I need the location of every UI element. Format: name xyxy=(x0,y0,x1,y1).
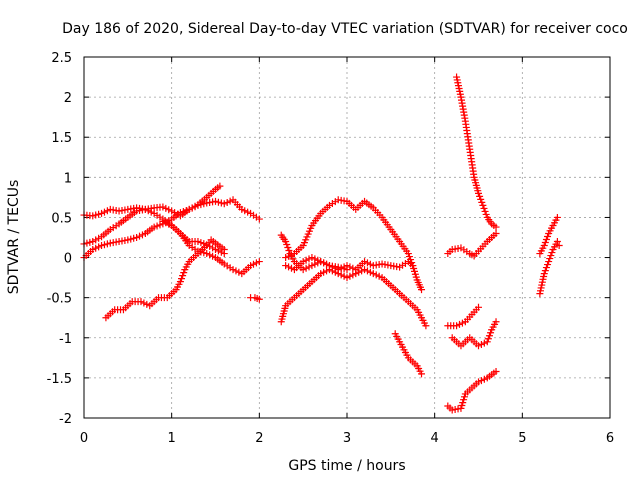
data-point xyxy=(284,244,292,252)
data-point xyxy=(282,238,290,246)
series-arc-16 xyxy=(444,367,500,414)
data-point xyxy=(176,278,184,286)
data-point xyxy=(545,258,553,266)
x-tick-labels: 0 1 2 3 4 5 6 xyxy=(80,431,614,446)
y-tick-label: -1 xyxy=(59,332,72,347)
data-point xyxy=(220,246,228,254)
data-point xyxy=(418,286,426,294)
data-point xyxy=(476,192,484,200)
series-arc-9 xyxy=(282,196,417,270)
data-point xyxy=(179,272,187,280)
series-arc-12 xyxy=(453,73,500,231)
series-arc-5 xyxy=(102,236,228,322)
data-point xyxy=(547,252,555,260)
series-arc-10 xyxy=(282,254,351,274)
data-point xyxy=(484,335,492,343)
series-arc-18 xyxy=(536,213,561,258)
x-axis-label: GPS time / hours xyxy=(288,458,405,474)
data-point xyxy=(478,198,486,206)
data-point xyxy=(180,269,188,277)
data-point xyxy=(542,264,550,272)
series-arc-6 xyxy=(247,294,263,303)
y-tick-label: -0.5 xyxy=(47,292,72,307)
y-tick-labels: -2 -1.5 -1 -0.5 0 0.5 1 1.5 2 2.5 xyxy=(47,51,72,427)
data-point xyxy=(540,270,548,278)
data-point xyxy=(555,242,563,250)
series-arc-11 xyxy=(391,330,426,378)
y-tick-label: 0 xyxy=(64,252,72,267)
data-point xyxy=(343,266,351,274)
data-point xyxy=(407,256,415,264)
data-point xyxy=(553,238,561,246)
series-arc-14 xyxy=(444,303,482,330)
data-point xyxy=(546,255,554,263)
data-point xyxy=(409,262,417,270)
plot-frame xyxy=(83,56,611,419)
data-point xyxy=(544,261,552,269)
data-point xyxy=(540,242,548,250)
data-point xyxy=(485,332,493,340)
data-point xyxy=(475,303,482,311)
x-tick-label: 6 xyxy=(606,431,614,446)
data-point xyxy=(482,210,490,218)
data-point xyxy=(477,195,485,203)
data-point xyxy=(541,267,549,275)
data-point xyxy=(405,253,413,261)
data-point xyxy=(255,215,263,223)
data-point xyxy=(283,241,291,249)
data-point xyxy=(481,207,489,215)
data-point xyxy=(404,250,412,258)
series-arc-13 xyxy=(444,229,500,260)
x-tick-label: 4 xyxy=(431,431,439,446)
y-tick-label: 2 xyxy=(64,91,72,106)
data-point xyxy=(483,338,491,346)
data-point xyxy=(492,318,500,326)
data-point xyxy=(492,367,500,375)
data-point xyxy=(422,322,430,330)
y-tick-label: -2 xyxy=(59,412,72,427)
data-point xyxy=(418,370,426,378)
x-tick-label: 0 xyxy=(80,431,88,446)
x-tick-label: 2 xyxy=(255,431,263,446)
data-point xyxy=(479,201,487,209)
x-tick-label: 3 xyxy=(343,431,351,446)
data-point xyxy=(480,204,488,212)
series-arc-8 xyxy=(277,231,426,294)
data-series xyxy=(80,73,563,414)
data-point xyxy=(178,275,186,283)
chart-title: Day 186 of 2020, Sidereal Day-to-day VTE… xyxy=(62,21,628,37)
data-point xyxy=(544,232,552,240)
data-point xyxy=(548,249,556,257)
data-point xyxy=(492,229,500,237)
y-tick-label: -1.5 xyxy=(47,372,72,387)
data-point xyxy=(492,223,500,231)
data-point xyxy=(216,182,224,190)
data-point xyxy=(408,259,416,267)
series-arc-17 xyxy=(536,238,563,298)
y-tick-label: 1 xyxy=(64,171,72,186)
data-point xyxy=(553,213,561,221)
data-point xyxy=(542,236,550,244)
y-axis-label: SDTVAR / TECUs xyxy=(6,180,22,295)
grid xyxy=(84,57,610,418)
data-point xyxy=(487,329,495,337)
series-arc-7 xyxy=(277,266,430,330)
series-arc-15 xyxy=(448,318,500,350)
y-tick-label: 0.5 xyxy=(51,211,72,226)
data-point xyxy=(541,239,549,247)
x-tick-label: 1 xyxy=(168,431,176,446)
data-point xyxy=(255,258,263,266)
data-point xyxy=(475,189,482,197)
data-point xyxy=(255,295,263,303)
y-tick-label: 1.5 xyxy=(51,131,72,146)
y-tick-label: 2.5 xyxy=(51,51,72,66)
x-tick-label: 5 xyxy=(518,431,526,446)
